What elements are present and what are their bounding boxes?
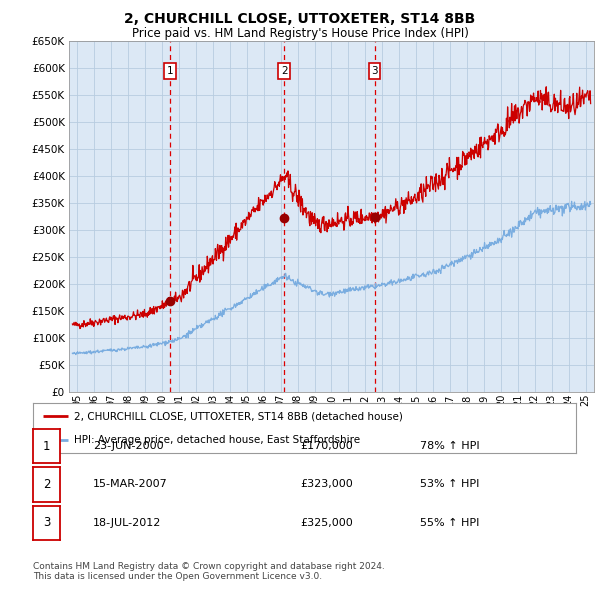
Text: 1: 1 — [43, 440, 50, 453]
Text: £323,000: £323,000 — [300, 480, 353, 489]
Text: £325,000: £325,000 — [300, 518, 353, 527]
Text: This data is licensed under the Open Government Licence v3.0.: This data is licensed under the Open Gov… — [33, 572, 322, 581]
Text: HPI: Average price, detached house, East Staffordshire: HPI: Average price, detached house, East… — [74, 435, 360, 445]
Text: 3: 3 — [43, 516, 50, 529]
Text: 3: 3 — [371, 66, 378, 76]
Text: 18-JUL-2012: 18-JUL-2012 — [93, 518, 161, 527]
Text: 15-MAR-2007: 15-MAR-2007 — [93, 480, 168, 489]
Text: 23-JUN-2000: 23-JUN-2000 — [93, 441, 164, 451]
Text: £170,000: £170,000 — [300, 441, 353, 451]
Text: 53% ↑ HPI: 53% ↑ HPI — [420, 480, 479, 489]
Text: 2, CHURCHILL CLOSE, UTTOXETER, ST14 8BB (detached house): 2, CHURCHILL CLOSE, UTTOXETER, ST14 8BB … — [74, 411, 403, 421]
Text: 2: 2 — [43, 478, 50, 491]
Text: Price paid vs. HM Land Registry's House Price Index (HPI): Price paid vs. HM Land Registry's House … — [131, 27, 469, 40]
Text: 2, CHURCHILL CLOSE, UTTOXETER, ST14 8BB: 2, CHURCHILL CLOSE, UTTOXETER, ST14 8BB — [124, 12, 476, 26]
Text: 78% ↑ HPI: 78% ↑ HPI — [420, 441, 479, 451]
Text: 55% ↑ HPI: 55% ↑ HPI — [420, 518, 479, 527]
Text: Contains HM Land Registry data © Crown copyright and database right 2024.: Contains HM Land Registry data © Crown c… — [33, 562, 385, 571]
Text: 1: 1 — [167, 66, 173, 76]
Text: 2: 2 — [281, 66, 287, 76]
